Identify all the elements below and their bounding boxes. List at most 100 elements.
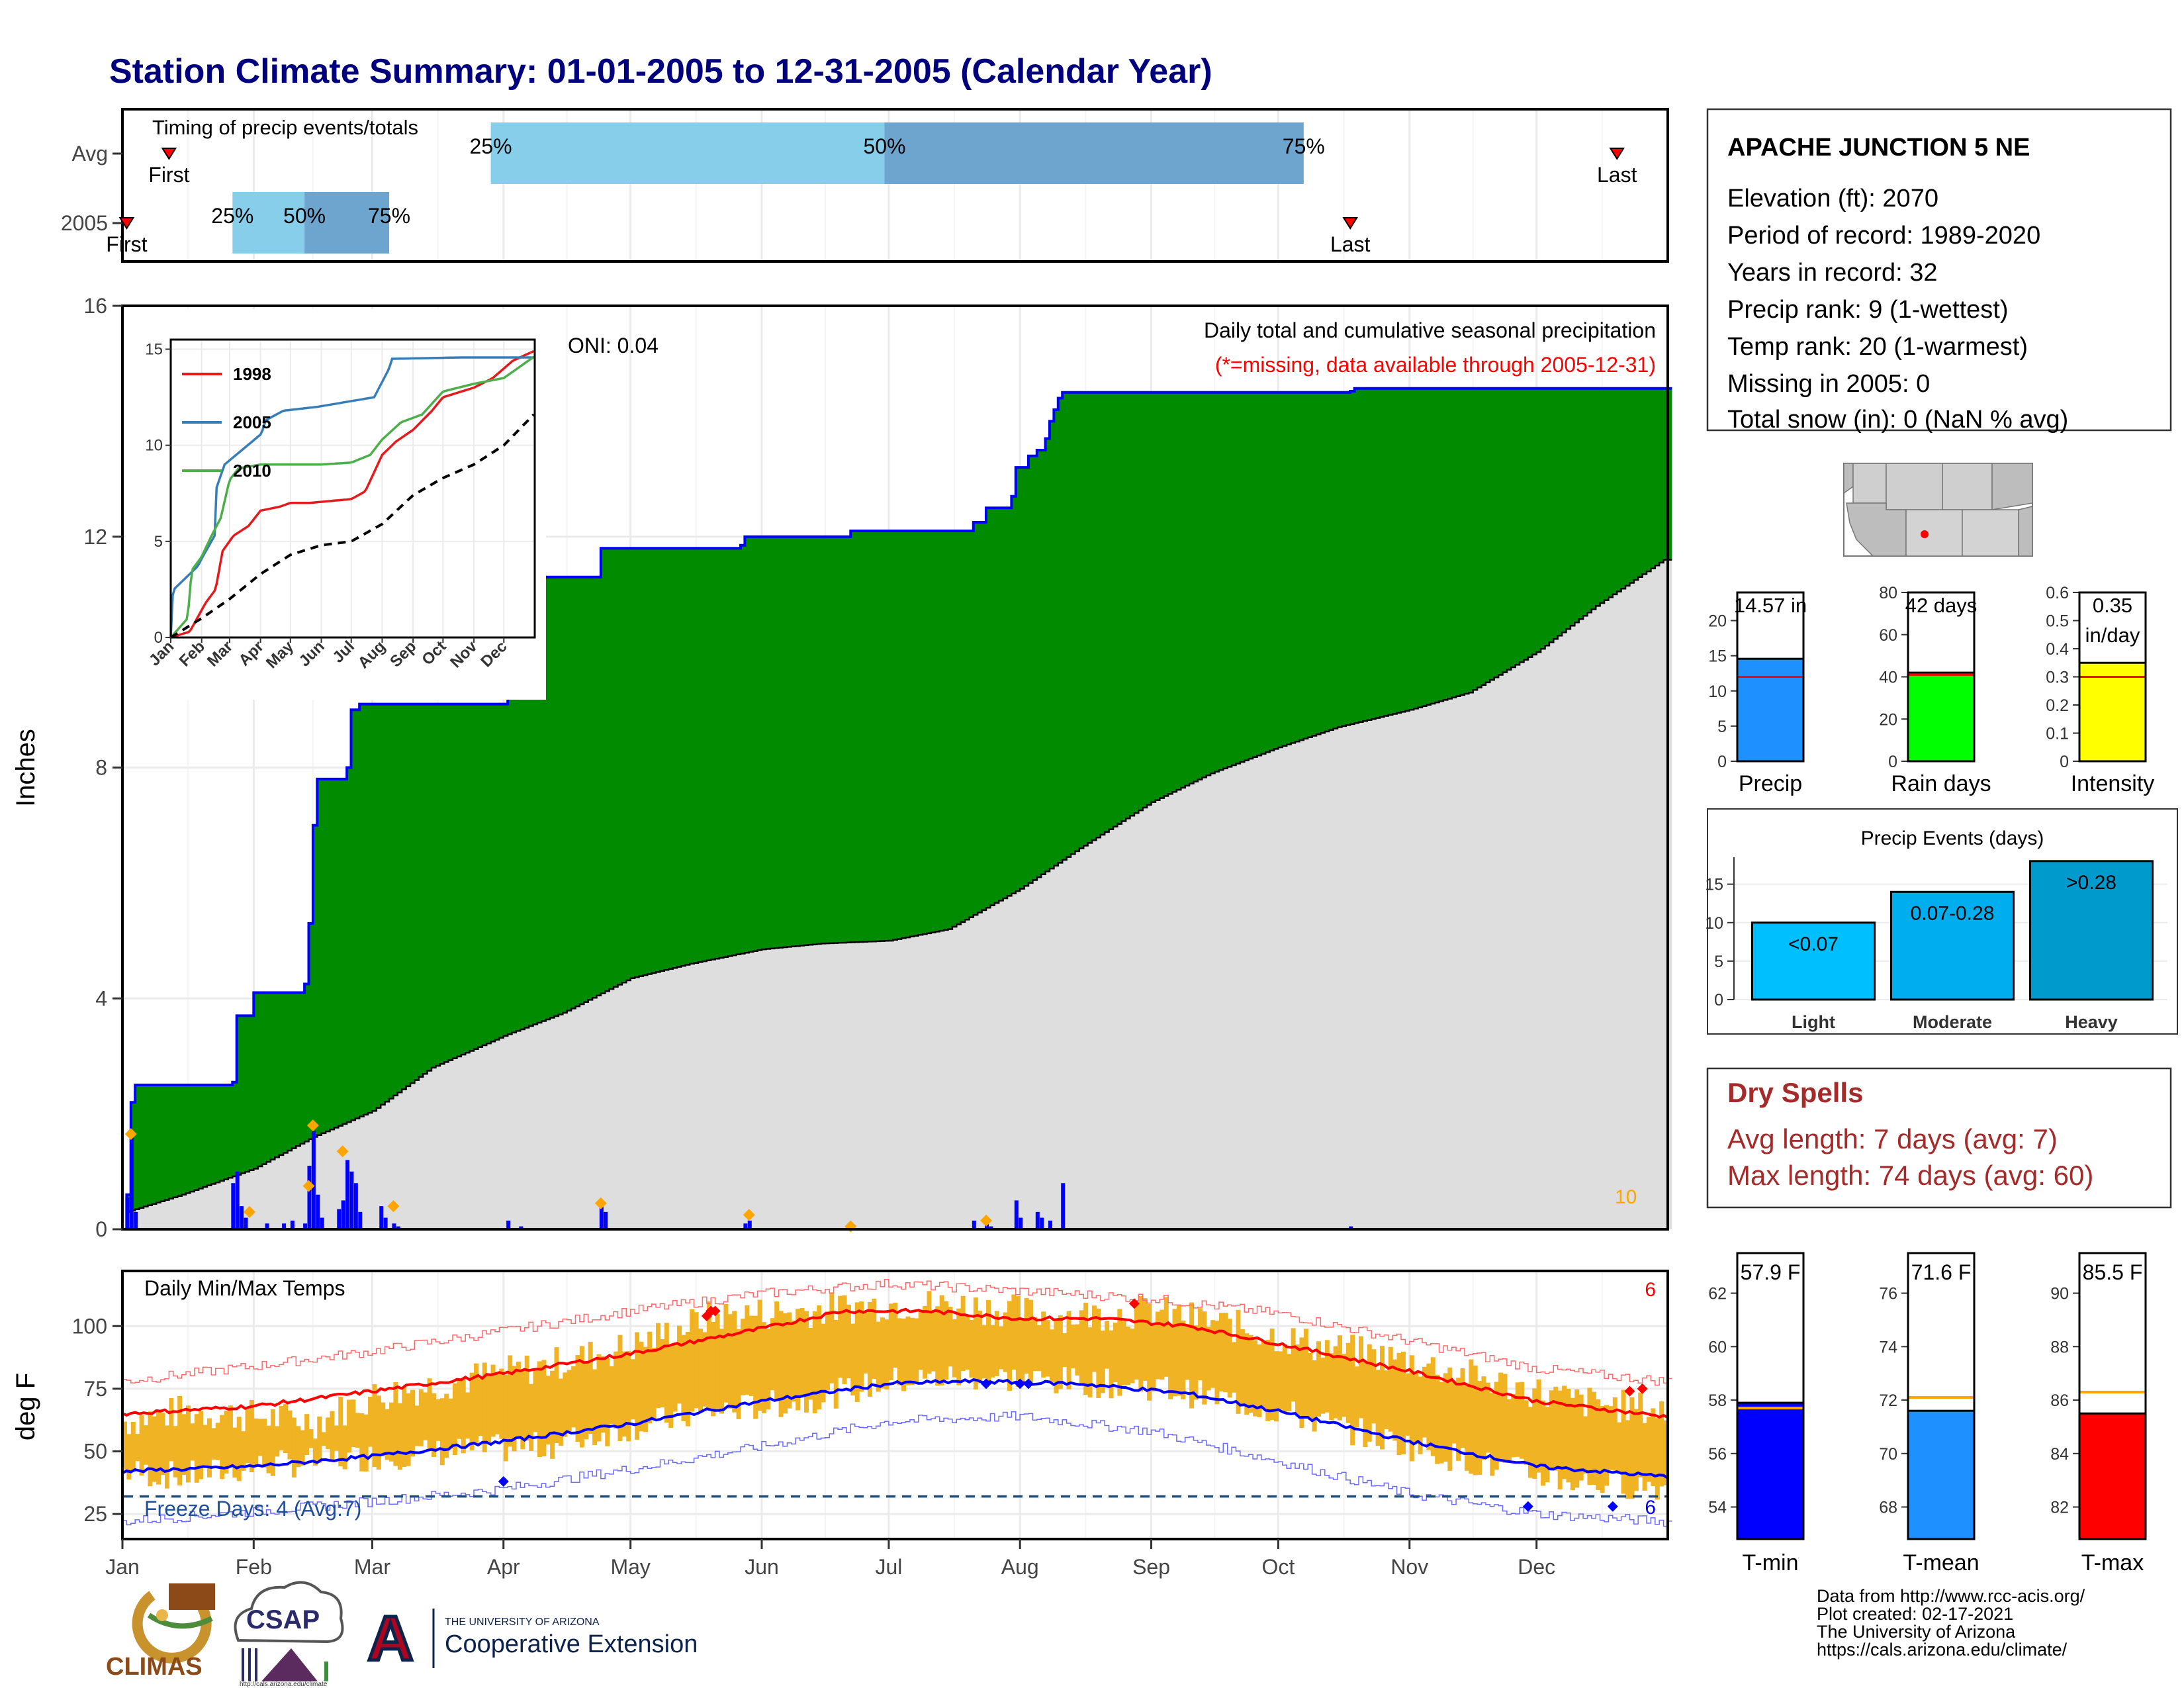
daily-temp-range-bar bbox=[1236, 1309, 1241, 1414]
daily-temp-range-bar bbox=[719, 1329, 725, 1414]
daily-temp-range-bar bbox=[1621, 1389, 1626, 1494]
temp-y-axis-label: deg F bbox=[11, 1373, 40, 1440]
daily-precip-bar bbox=[265, 1223, 269, 1229]
daily-temp-range-bar bbox=[461, 1378, 466, 1454]
daily-temp-range-bar bbox=[643, 1346, 648, 1432]
daily-temp-range-bar bbox=[812, 1311, 817, 1414]
daily-temp-range-bar bbox=[126, 1434, 132, 1479]
month-label: Jun bbox=[745, 1555, 779, 1579]
daily-temp-range-bar bbox=[706, 1301, 711, 1409]
temp-summary-bar bbox=[1907, 1409, 1976, 1540]
daily-temp-range-bar bbox=[1574, 1389, 1580, 1488]
daily-temp-range-bar bbox=[617, 1335, 623, 1441]
y-tick-label: 100 bbox=[72, 1314, 107, 1338]
daily-temp-range-bar bbox=[588, 1342, 593, 1434]
summary-bar-rain-days: 0 20 40 60 80 42 days Rain days bbox=[1879, 584, 1991, 796]
daily-temp-range-bar bbox=[1527, 1407, 1533, 1478]
daily-temp-range-bar bbox=[935, 1306, 940, 1386]
y-tick-label: 0.1 bbox=[2046, 725, 2069, 743]
daily-temp-range-bar bbox=[1642, 1423, 1647, 1491]
precip-event-bar-text: 0.07-0.28 bbox=[1911, 902, 1995, 924]
daily-temp-range-bar bbox=[778, 1311, 784, 1417]
summary-bar-value-unit: in/day bbox=[2085, 624, 2140, 647]
daily-temp-range-bar bbox=[177, 1395, 183, 1485]
daily-temp-range-bar bbox=[749, 1315, 754, 1396]
daily-temp-range-bar bbox=[1435, 1374, 1440, 1464]
daily-temp-range-bar bbox=[1460, 1368, 1465, 1448]
timing-label-25: 25% bbox=[211, 204, 253, 228]
daily-temp-range-bar bbox=[1553, 1386, 1559, 1471]
temp-summary-t-max: 82 84 86 88 90 85.5 F T-max bbox=[2050, 1252, 2147, 1575]
daily-temp-range-bar bbox=[656, 1323, 661, 1409]
daily-temp-range-bar bbox=[1418, 1376, 1423, 1454]
temp-summary-bar bbox=[1736, 1401, 1805, 1540]
daily-precip-bar bbox=[747, 1220, 752, 1229]
daily-precip-bar bbox=[743, 1223, 748, 1229]
precip-event-bar-moderate bbox=[1890, 890, 2015, 1001]
station-info-box: APACHE JUNCTION 5 NE Elevation (ft): 207… bbox=[1706, 108, 2172, 434]
daily-temp-range-bar bbox=[1638, 1392, 1643, 1477]
daily-temp-range-bar bbox=[571, 1366, 576, 1428]
cumulative-2005-line bbox=[122, 387, 1672, 1231]
daily-temp-range-bar bbox=[1265, 1339, 1271, 1421]
dry-spells-box: Dry Spells Avg length: 7 days (avg: 7) M… bbox=[1706, 1067, 2172, 1209]
precip-record-marker bbox=[743, 1209, 755, 1221]
daily-temp-range-bar bbox=[901, 1318, 907, 1391]
daily-temp-range-bar bbox=[1392, 1359, 1398, 1441]
daily-temp-range-bar bbox=[143, 1425, 148, 1465]
daily-temp-range-bar bbox=[668, 1346, 674, 1429]
temp-summary-t-mean: 68 70 72 74 76 71.6 F T-mean bbox=[1879, 1252, 1979, 1575]
daily-temp-range-bar bbox=[1218, 1313, 1224, 1391]
daily-temp-range-bar bbox=[1278, 1351, 1283, 1410]
record-low-marker bbox=[1607, 1501, 1618, 1512]
temp-corner-bottom: 6 bbox=[1645, 1497, 1656, 1519]
daily-temp-range-bar bbox=[711, 1321, 716, 1417]
precip-record-marker bbox=[302, 1180, 315, 1192]
daily-precip-bar bbox=[282, 1223, 287, 1229]
daily-temp-range-bar bbox=[1400, 1351, 1406, 1454]
daily-temp-range-bar bbox=[1269, 1328, 1275, 1421]
daily-temp-range-bar bbox=[1308, 1352, 1313, 1420]
daily-temp-range-bar bbox=[1151, 1324, 1156, 1392]
daily-temp-range-bar bbox=[939, 1295, 944, 1385]
daily-temp-range-bar bbox=[164, 1425, 169, 1489]
temp-summary-label: T-min bbox=[1743, 1550, 1799, 1575]
precip-annotation-title: Daily total and cumulative seasonal prec… bbox=[1204, 318, 1656, 342]
daily-temp-range-bar bbox=[1375, 1370, 1381, 1446]
y-tick-label: 20 bbox=[1708, 612, 1727, 631]
y-tick-label: 0.5 bbox=[2046, 612, 2069, 631]
daily-temp-range-bar bbox=[1070, 1324, 1075, 1369]
daily-temp-range-bar bbox=[1109, 1330, 1114, 1399]
daily-precip-bar bbox=[244, 1217, 248, 1229]
daily-temp-range-bar bbox=[190, 1423, 195, 1461]
daily-temp-range-bar bbox=[944, 1301, 949, 1380]
inset-y-tick-label: 15 bbox=[145, 341, 163, 359]
daily-temp-range-bar bbox=[508, 1355, 513, 1447]
daily-temp-range-bar bbox=[685, 1331, 690, 1427]
average-min-line bbox=[122, 1378, 1669, 1479]
ua-university-line: THE UNIVERSITY OF ARIZONA bbox=[445, 1617, 600, 1628]
daily-temp-range-bar bbox=[1087, 1327, 1093, 1398]
dry-spells-title: Dry Spells bbox=[1727, 1077, 1863, 1108]
daily-temp-range-bar bbox=[232, 1427, 238, 1478]
daily-temp-range-bar bbox=[224, 1410, 229, 1474]
last-event-label: Last bbox=[1597, 163, 1637, 187]
y-tick-label: 60 bbox=[1708, 1338, 1727, 1356]
ua-logo-letter: A bbox=[367, 1603, 413, 1674]
y-tick-label: 0.6 bbox=[2046, 584, 2069, 602]
daily-temp-range-bar bbox=[757, 1299, 762, 1411]
csap-logo-text: CSAP bbox=[246, 1605, 320, 1634]
daily-temp-range-bar bbox=[909, 1317, 915, 1385]
daily-temp-range-bar bbox=[381, 1402, 386, 1456]
record-low-marker bbox=[498, 1476, 509, 1487]
daily-temp-range-bar bbox=[355, 1413, 360, 1448]
daily-temp-range-bar bbox=[1426, 1363, 1432, 1450]
y-tick-label: 16 bbox=[83, 294, 107, 318]
daily-temp-range-bar bbox=[334, 1425, 339, 1451]
daily-temp-range-bar bbox=[1422, 1366, 1427, 1438]
daily-temp-range-bar bbox=[275, 1426, 280, 1457]
daily-precip-bar bbox=[599, 1203, 604, 1229]
daily-temp-range-bar bbox=[1629, 1397, 1635, 1499]
timing-label-50: 50% bbox=[863, 134, 905, 158]
daily-temp-range-bar bbox=[1350, 1335, 1355, 1446]
